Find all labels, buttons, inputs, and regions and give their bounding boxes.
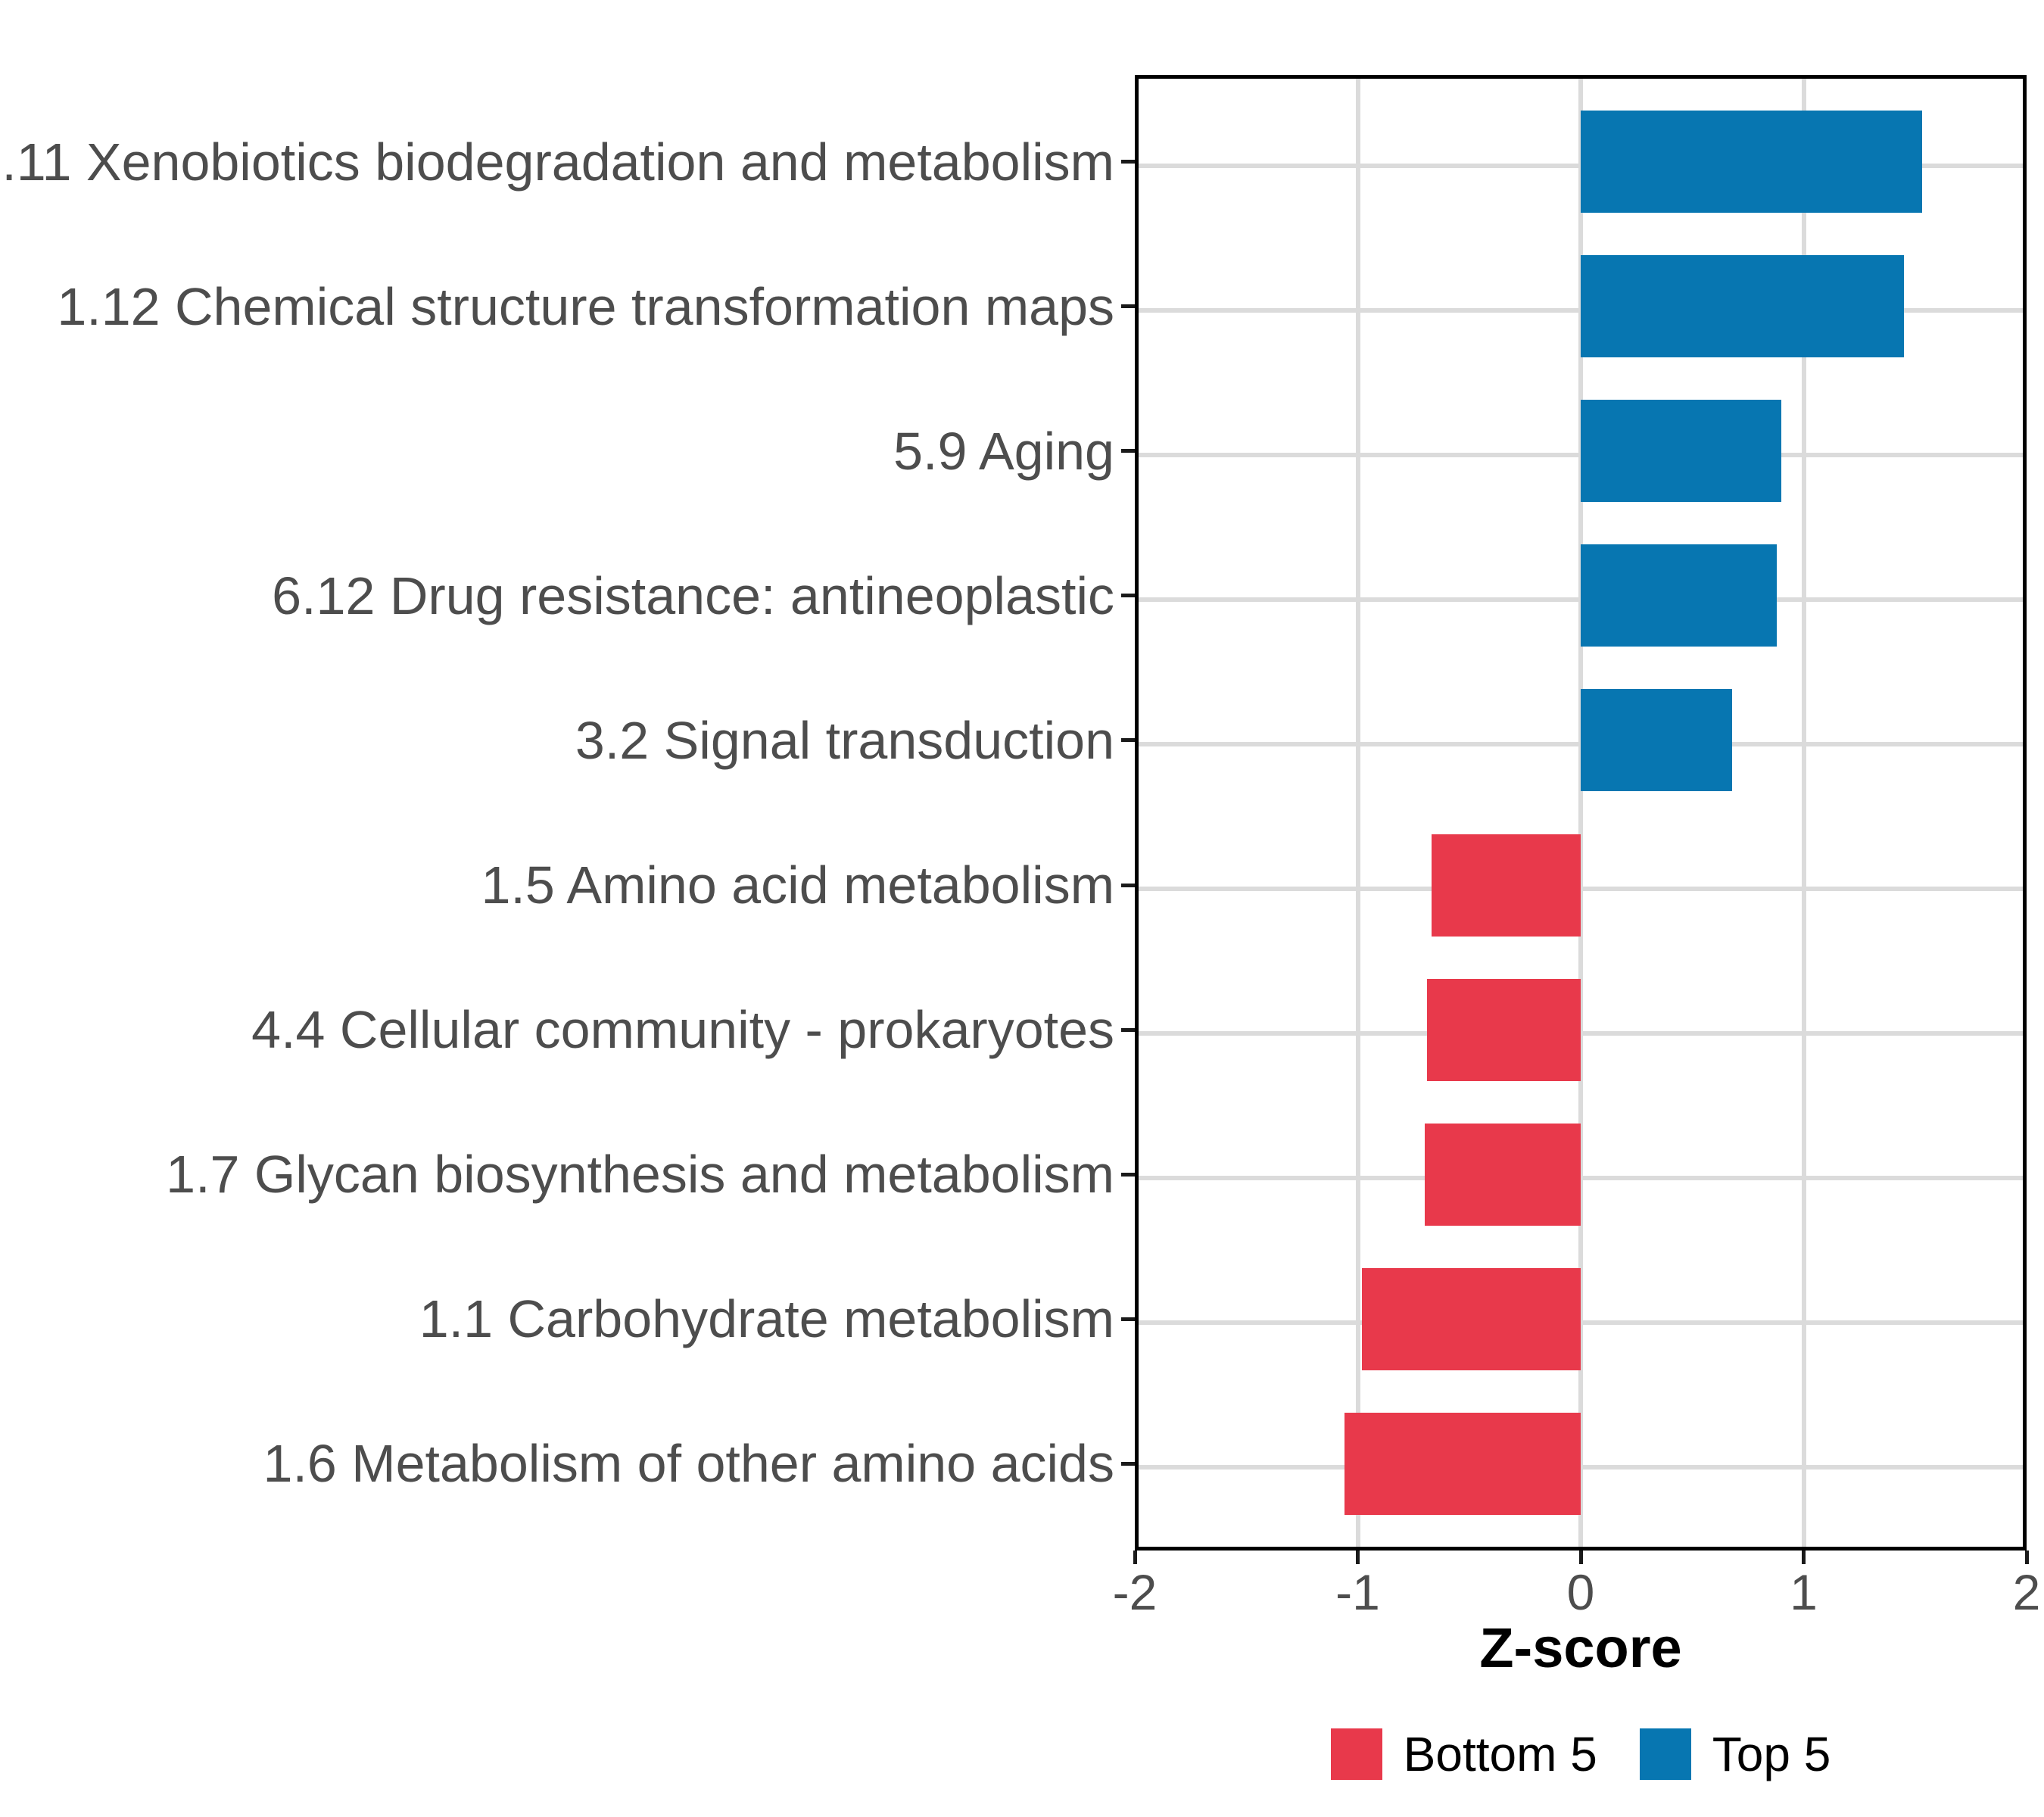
x-axis-title: Z-score [1479,1616,1682,1679]
y-tick-mark [1121,883,1135,887]
legend-item: Top 5 [1639,1727,1831,1781]
x-tick-mark [2024,1551,2029,1564]
gridline-vertical [1355,79,1360,1547]
y-axis-category-label: 1.5 Amino acid metabolism [481,856,1114,915]
y-tick-mark [1121,1027,1135,1032]
bar-top5 [1581,689,1733,792]
gridline-vertical [1578,79,1583,1547]
legend-label: Bottom 5 [1403,1727,1597,1781]
bar-bottom5 [1344,1412,1581,1515]
bar-top5 [1581,255,1905,358]
y-axis-category-label: 6.12 Drug resistance: antineoplastic [272,566,1114,625]
bar-bottom5 [1426,978,1581,1081]
x-axis-tick-label: 0 [1566,1564,1595,1620]
gridline-vertical [1801,79,1806,1547]
x-tick-mark [1802,1551,1806,1564]
y-tick-mark [1121,304,1135,309]
y-tick-mark [1121,1461,1135,1466]
x-axis-tick-label: 2 [2012,1564,2041,1620]
y-axis-category-label: 1.1 Carbohydrate metabolism [419,1289,1114,1349]
y-axis-category-label: 1.6 Metabolism of other amino acids [263,1434,1114,1494]
y-axis-category-label: 1.12 Chemical structure transformation m… [57,276,1114,336]
x-tick-mark [1133,1551,1137,1564]
x-tick-mark [1578,1551,1583,1564]
legend-key-swatch [1330,1728,1382,1780]
legend-key-swatch [1639,1728,1691,1780]
legend-label: Top 5 [1712,1727,1831,1781]
bar-bottom5 [1431,834,1581,937]
y-axis-category-label: 1.7 Glycan biosynthesis and metabolism [166,1145,1114,1205]
y-axis-category-label: 4.4 Cellular community - prokaryotes [251,1000,1114,1060]
y-tick-mark [1121,1317,1135,1321]
bar-bottom5 [1424,1123,1581,1226]
y-tick-mark [1121,594,1135,598]
bar-top5 [1581,400,1782,503]
x-axis-tick-label: -1 [1335,1564,1380,1620]
bar-top5 [1581,111,1922,213]
legend: Bottom 5 Top 5 [1135,1728,2027,1780]
bar-top5 [1581,544,1778,647]
y-tick-mark [1121,449,1135,453]
y-axis-category-label: 3.2 Signal transduction [575,710,1114,770]
x-tick-mark [1356,1551,1360,1564]
y-tick-mark [1121,738,1135,743]
legend-item: Bottom 5 [1330,1727,1597,1781]
plot-panel [1135,75,2027,1551]
y-tick-mark [1121,1172,1135,1177]
y-tick-mark [1121,160,1135,164]
x-axis-tick-label: 1 [1790,1564,1818,1620]
x-axis-tick-label: -2 [1112,1564,1158,1620]
bar-bottom5 [1362,1267,1581,1370]
y-axis-category-label: 1.11 Xenobiotics biodegradation and meta… [0,132,1114,192]
y-axis-category-label: 5.9 Aging [893,421,1114,481]
